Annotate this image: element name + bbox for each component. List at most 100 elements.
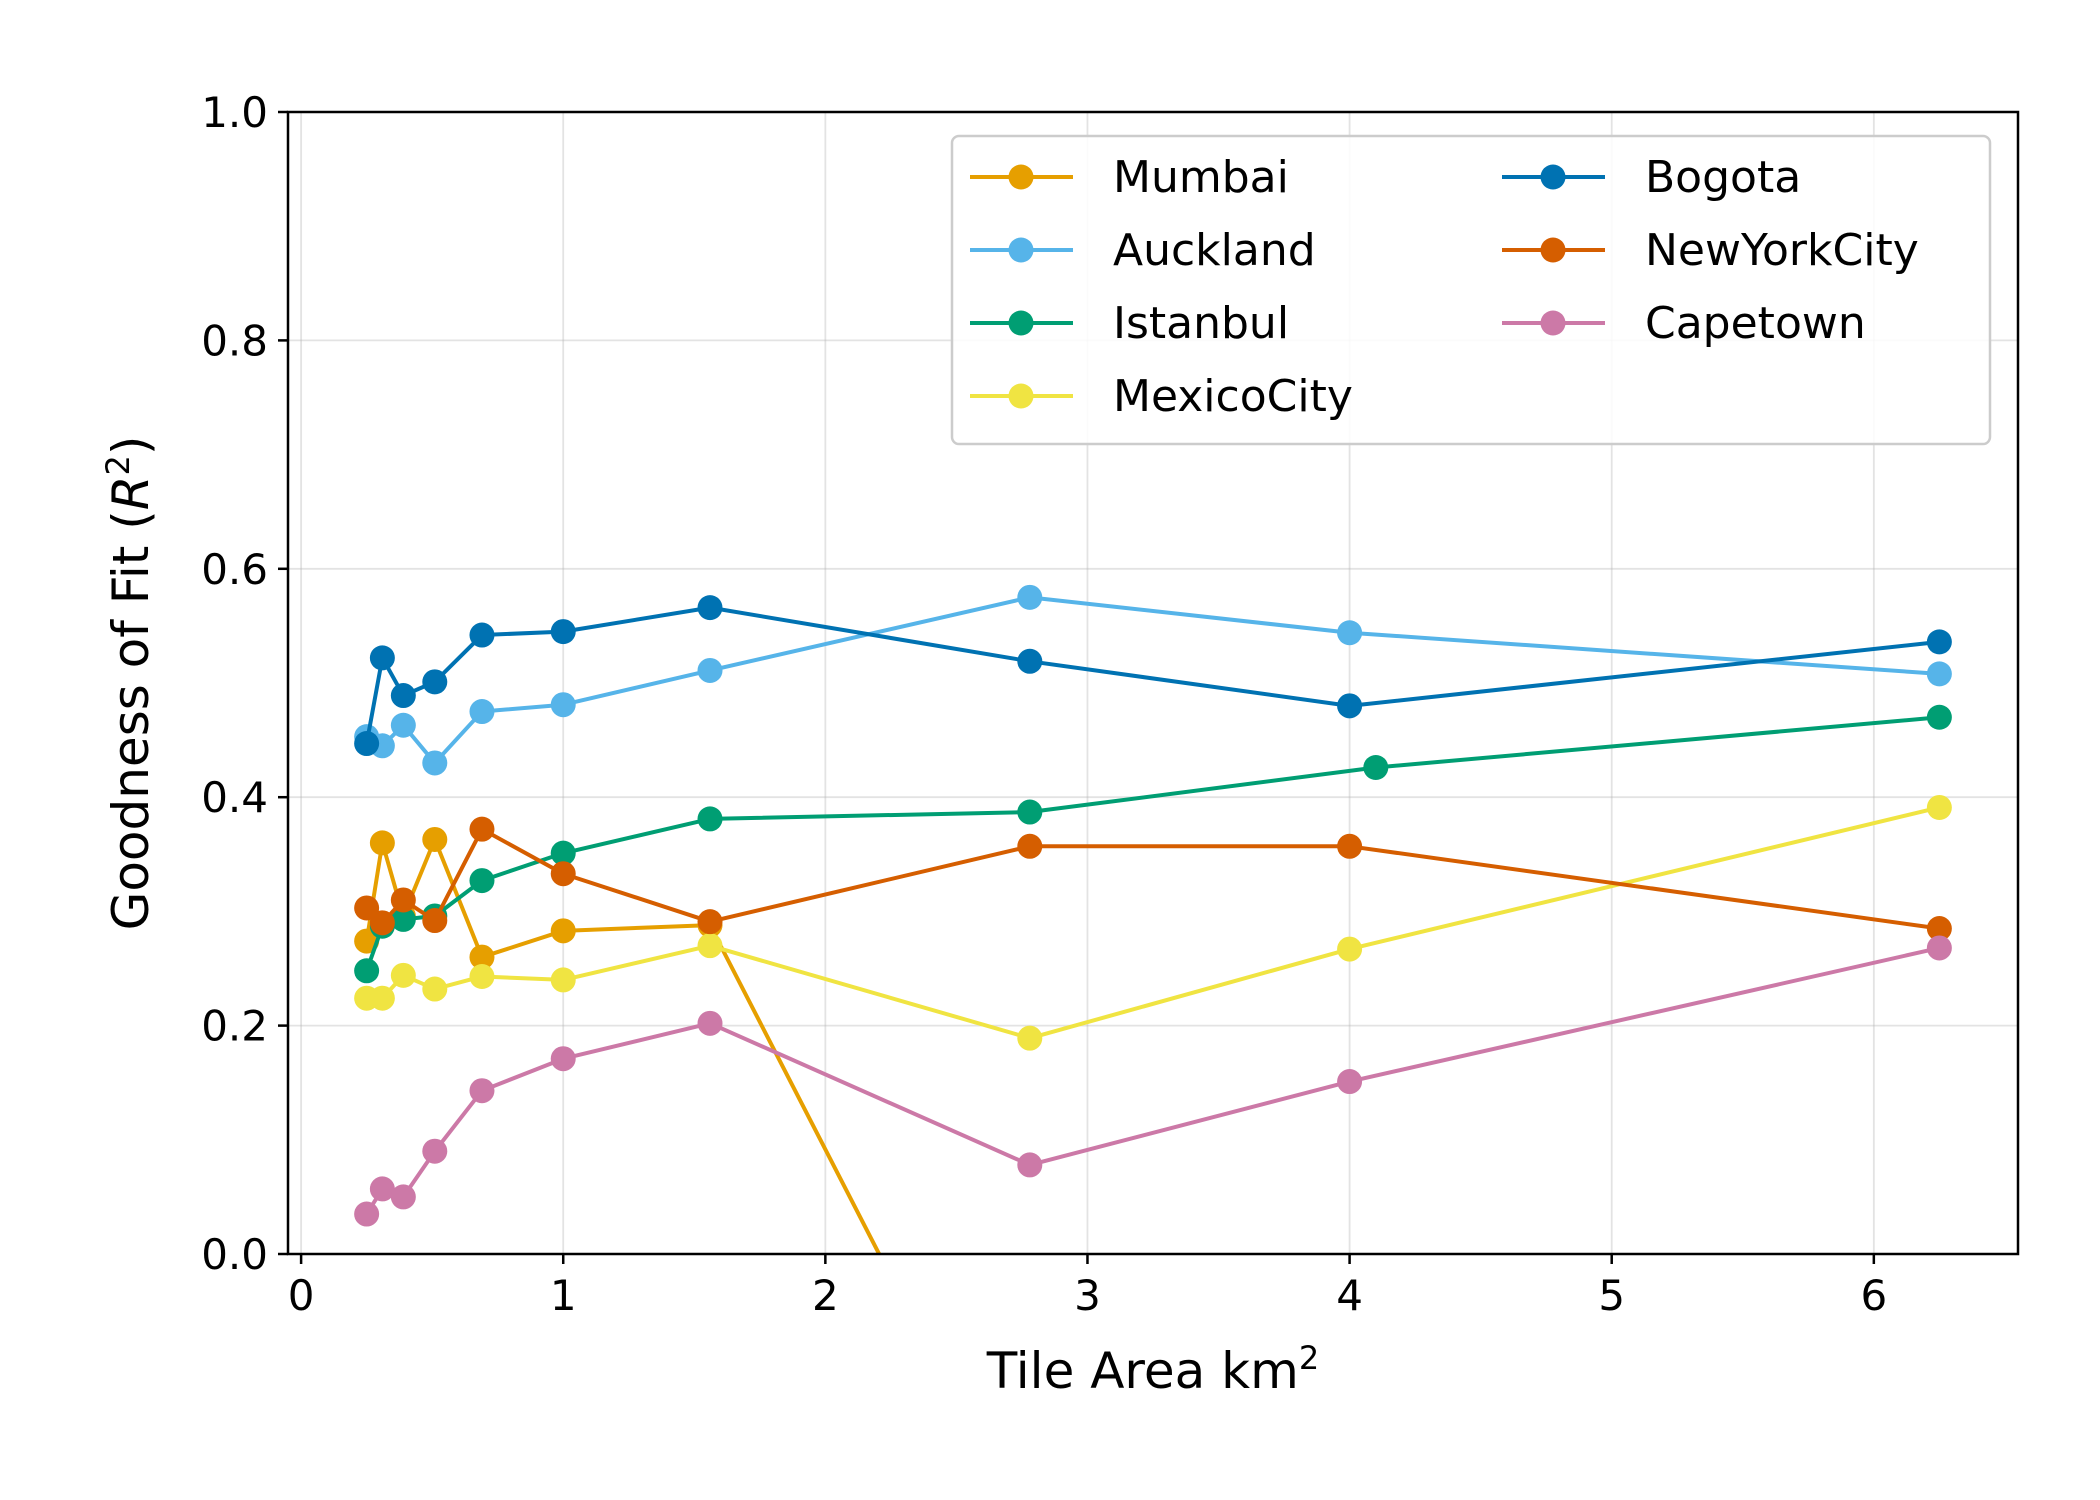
data-point-capetown: [469, 1078, 495, 1104]
legend-label: NewYorkCity: [1645, 225, 1919, 276]
data-point-mexicocity: [1017, 1025, 1043, 1051]
axis-ticks: 0 1 2 3 4 5 6 0.0 0.2 0.4 0.6 0.8 1.0: [201, 88, 1887, 1320]
legend-item-istanbul: Istanbul: [970, 298, 1289, 349]
data-point-capetown: [1337, 1069, 1363, 1095]
legend-item-newyorkcity: NewYorkCity: [1502, 225, 1919, 276]
data-point-auckland: [1337, 620, 1363, 646]
data-point-newyorkcity: [550, 861, 576, 887]
data-point-bogota: [1337, 693, 1363, 719]
data-point-bogota: [354, 731, 380, 757]
legend-label: Auckland: [1113, 225, 1316, 276]
data-point-bogota: [369, 645, 395, 671]
data-point-auckland: [1926, 661, 1952, 687]
y-tick-label: 1.0: [201, 88, 268, 137]
y-tick-label: 0.4: [201, 773, 268, 822]
legend-label: Mumbai: [1113, 152, 1289, 203]
data-point-capetown: [354, 1201, 380, 1227]
y-tick-label: 0.8: [201, 316, 268, 365]
data-point-newyorkcity: [1017, 833, 1043, 859]
data-point-mexicocity: [422, 976, 448, 1002]
y-tick-label: 0.0: [201, 1230, 268, 1279]
data-point-bogota: [469, 622, 495, 648]
data-point-newyorkcity: [697, 909, 723, 935]
x-tick-label: 4: [1336, 1271, 1363, 1320]
series-layer: [354, 584, 1952, 1254]
y-axis-title-variable: R: [102, 475, 160, 510]
legend-swatch-marker: [1008, 237, 1034, 263]
data-point-bogota: [1017, 648, 1043, 674]
series-line-newyorkcity: [365, 827, 1940, 931]
x-axis-title: Tile Area km2: [986, 1339, 1319, 1400]
data-point-mexicocity: [369, 985, 395, 1011]
data-point-newyorkcity: [390, 887, 416, 913]
data-point-auckland: [390, 712, 416, 738]
legend-label: MexicoCity: [1113, 371, 1353, 422]
plot-frame: [286, 110, 2020, 1256]
data-point-auckland: [550, 692, 576, 718]
data-point-mexicocity: [550, 967, 576, 993]
data-point-mumbai: [469, 944, 495, 970]
data-point-auckland: [1017, 584, 1043, 610]
x-axis-title-superscript: 2: [1299, 1339, 1319, 1377]
legend-swatch-marker: [1540, 164, 1566, 190]
legend-item-auckland: Auckland: [970, 225, 1316, 276]
data-point-mumbai: [550, 918, 576, 944]
data-point-istanbul: [1017, 799, 1043, 825]
y-axis-title-superscript: 2: [99, 455, 137, 475]
data-point-newyorkcity: [354, 895, 380, 921]
data-point-bogota: [390, 683, 416, 709]
data-point-mexicocity: [1337, 936, 1363, 962]
data-point-capetown: [1926, 935, 1952, 961]
data-point-auckland: [422, 750, 448, 776]
legend-item-bogota: Bogota: [1502, 152, 1801, 203]
data-point-bogota: [697, 595, 723, 621]
legend-label: Bogota: [1645, 152, 1801, 203]
series-mexicocity: [354, 794, 1952, 1051]
legend-swatch-marker: [1008, 164, 1034, 190]
series-line-bogota: [364, 605, 1940, 744]
legend-swatch-marker: [1540, 310, 1566, 336]
data-point-auckland: [469, 699, 495, 725]
data-point-newyorkcity: [469, 816, 495, 842]
y-tick-label: 0.6: [201, 545, 268, 594]
legend-label: Istanbul: [1113, 298, 1289, 349]
data-point-capetown: [369, 1176, 395, 1202]
y-axis-title-text: Goodness of Fit (: [102, 510, 160, 930]
data-point-istanbul: [354, 958, 380, 984]
y-axis-title-close: ): [102, 436, 160, 456]
x-tick-label: 3: [1074, 1271, 1101, 1320]
x-axis-title-text: Tile Area km: [986, 1342, 1299, 1400]
series-capetown: [354, 935, 1952, 1227]
legend-box: [950, 134, 1992, 446]
y-axis-title: Goodness of Fit (R2): [99, 436, 160, 931]
legend: Mumbai Auckland Istanbul MexicoCity Bogota Ne…: [950, 134, 1992, 446]
data-point-istanbul: [1363, 755, 1389, 781]
series-line-auckland: [365, 595, 1940, 765]
data-point-mexicocity: [390, 962, 416, 988]
data-point-newyorkcity: [422, 908, 448, 934]
data-point-mumbai: [369, 830, 395, 856]
data-point-bogota: [422, 669, 448, 695]
legend-swatch-marker: [1540, 237, 1566, 263]
data-point-capetown: [390, 1184, 416, 1210]
data-point-istanbul: [390, 906, 416, 932]
x-tick-label: 5: [1598, 1271, 1625, 1320]
x-tick-label: 0: [288, 1271, 315, 1320]
x-tick-label: 1: [550, 1271, 577, 1320]
data-point-capetown: [422, 1138, 448, 1164]
x-tick-label: 6: [1860, 1271, 1887, 1320]
data-point-newyorkcity: [1337, 833, 1363, 859]
legend-swatch-marker: [1008, 383, 1034, 409]
data-point-auckland: [697, 657, 723, 683]
data-point-istanbul: [1926, 704, 1952, 730]
data-point-mexicocity: [469, 963, 495, 989]
data-point-istanbul: [469, 868, 495, 894]
legend-label: Capetown: [1645, 298, 1866, 349]
data-point-capetown: [550, 1046, 576, 1072]
data-point-mexicocity: [697, 933, 723, 959]
data-point-bogota: [1926, 629, 1952, 655]
legend-swatch-marker: [1008, 310, 1034, 336]
series-newyorkcity: [354, 816, 1952, 942]
x-tick-label: 2: [812, 1271, 839, 1320]
